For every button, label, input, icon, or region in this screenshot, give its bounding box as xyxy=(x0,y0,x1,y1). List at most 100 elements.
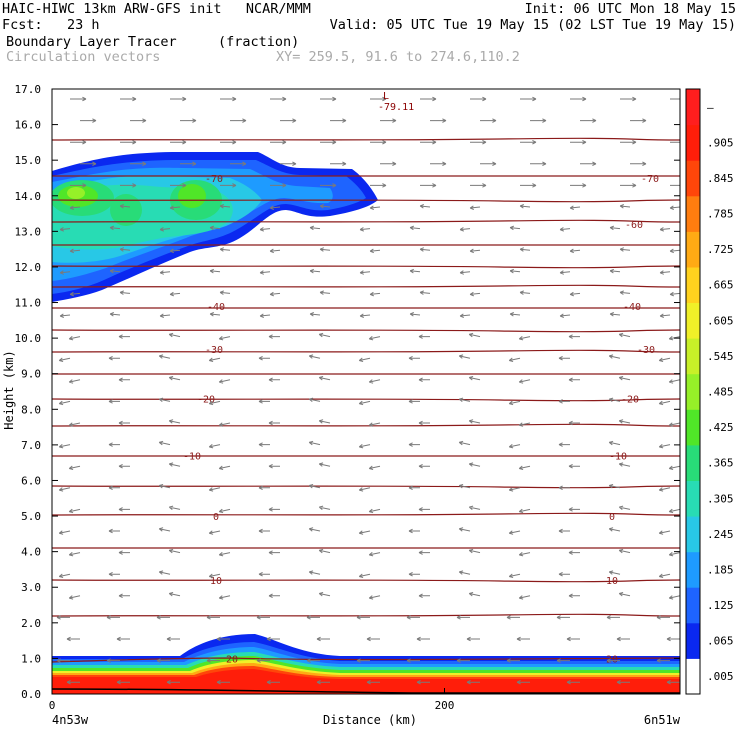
circulation-vector xyxy=(119,204,131,209)
circulation-vector xyxy=(159,227,171,232)
circulation-vector xyxy=(620,96,637,102)
circulation-vector xyxy=(218,422,231,427)
circulation-vector xyxy=(520,183,537,188)
circulation-vector xyxy=(670,141,680,143)
circulation-vector xyxy=(370,183,387,188)
circulation-vectors xyxy=(56,96,680,685)
y-tick-label: 1.0 xyxy=(21,652,41,665)
circulation-vector xyxy=(568,550,580,555)
min-temperature-marker: L -79.11 xyxy=(378,91,414,113)
circulation-vector xyxy=(318,332,331,338)
colorbar-label: .665 xyxy=(707,279,734,292)
circulation-vector xyxy=(180,118,197,123)
circulation-vector xyxy=(368,552,381,557)
circulation-vector xyxy=(668,595,680,600)
temperature-contour-line xyxy=(52,284,680,288)
colorbar-swatch xyxy=(686,373,700,410)
contour-label: -10 xyxy=(609,452,627,463)
contour-label: -60 xyxy=(625,220,643,231)
circulation-vector xyxy=(318,592,331,597)
circulation-vector xyxy=(168,376,181,381)
colorbar-label: .065 xyxy=(707,635,734,648)
circulation-vector xyxy=(58,573,71,578)
circulation-vector xyxy=(608,527,621,532)
min-marker-value: -79.11 xyxy=(378,102,414,113)
circulation-vector xyxy=(659,313,671,318)
colorbar-label: .845 xyxy=(707,172,734,185)
circulation-vector xyxy=(109,225,121,231)
circulation-vector xyxy=(458,354,471,359)
temperature-contour-line xyxy=(52,265,680,269)
circulation-vector xyxy=(258,571,270,577)
circulation-vector xyxy=(359,227,371,232)
y-tick-label: 10.0 xyxy=(15,332,42,345)
circulation-vector xyxy=(669,205,680,210)
y-tick-label: 7.0 xyxy=(21,439,41,452)
circulation-vector xyxy=(618,419,631,424)
circulation-vector xyxy=(408,485,420,491)
circulation-vector xyxy=(658,400,671,406)
circulation-vector xyxy=(669,291,680,297)
circulation-vector xyxy=(168,548,181,554)
circulation-vector xyxy=(66,679,80,685)
circulation-vector xyxy=(268,377,280,383)
circulation-vector xyxy=(418,420,430,426)
y-tick-label: 15.0 xyxy=(15,154,42,167)
circulation-vector xyxy=(458,397,471,402)
colorbar-label: .485 xyxy=(707,386,734,399)
circulation-vector xyxy=(206,615,220,620)
circulation-vector xyxy=(359,313,371,318)
circulation-vector xyxy=(518,379,531,384)
colorbar-label: .005 xyxy=(707,670,734,683)
circulation-vector xyxy=(159,313,171,318)
circulation-vector xyxy=(358,400,371,406)
circulation-vector xyxy=(206,658,220,663)
circulation-vector xyxy=(219,204,231,209)
circulation-vector xyxy=(658,444,671,449)
circulation-vector xyxy=(566,636,580,642)
circulation-vector xyxy=(568,334,580,339)
circulation-vector xyxy=(670,184,680,186)
circulation-vector xyxy=(466,636,480,642)
circulation-vector xyxy=(269,291,281,297)
circulation-vector xyxy=(168,419,181,424)
circulation-vector xyxy=(158,354,171,359)
circulation-vector xyxy=(309,312,321,317)
circulation-vector xyxy=(368,336,381,341)
circulation-vector xyxy=(370,139,387,145)
temperature-contour-line xyxy=(52,657,680,663)
circulation-vector xyxy=(418,334,430,339)
circulation-vector xyxy=(406,615,420,620)
circulation-vector xyxy=(519,247,531,252)
circulation-vector xyxy=(170,139,187,145)
circulation-vector xyxy=(606,615,620,620)
y-axis-label: Height (km) xyxy=(2,350,16,429)
circulation-vector xyxy=(320,139,337,145)
circulation-vector xyxy=(408,442,420,447)
temperature-contours: 20 20 10 10 0 0 -10 -10 -20 -20 -30 -30 -40 -40 -60 -70… xyxy=(52,137,680,665)
circulation-vector xyxy=(659,227,671,232)
circulation-vector xyxy=(108,485,120,491)
circulation-vector xyxy=(120,96,137,102)
colorbar-swatch xyxy=(686,516,700,553)
circulation-vector xyxy=(266,679,280,685)
circulation-vector xyxy=(158,440,171,446)
circulation-vector xyxy=(70,183,87,188)
y-tick-label: 2.0 xyxy=(21,617,41,630)
circulation-vector xyxy=(520,96,537,102)
circulation-vector xyxy=(368,422,381,427)
temperature-contour-line xyxy=(52,485,680,489)
circulation-vector xyxy=(619,247,631,252)
tracer-plume-core xyxy=(67,187,85,199)
contour-label: -10 xyxy=(183,452,201,463)
circulation-vector xyxy=(268,507,280,512)
xy-info: XY= 259.5, 91.6 to 274.6,110.2 xyxy=(276,49,520,65)
circulation-vector xyxy=(359,270,371,275)
circulation-vector xyxy=(308,570,321,575)
circulation-vector xyxy=(230,118,247,123)
circulation-vector xyxy=(208,444,221,449)
circulation-vector xyxy=(409,225,421,231)
circulation-vector xyxy=(58,530,71,535)
circulation-vector xyxy=(658,357,671,362)
circulation-vector xyxy=(59,313,71,318)
